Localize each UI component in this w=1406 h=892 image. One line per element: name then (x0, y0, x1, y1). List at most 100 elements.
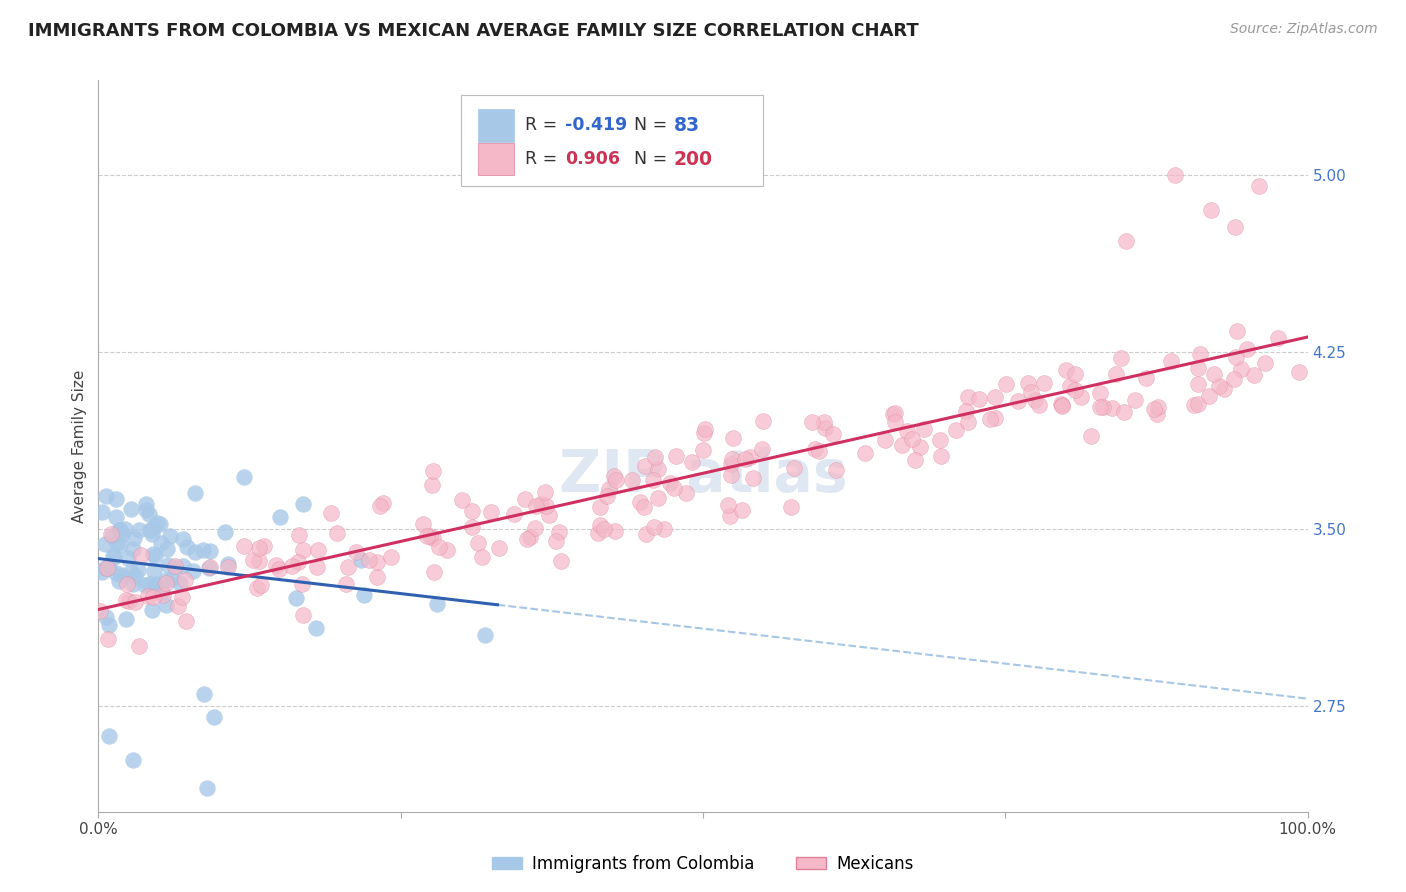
Point (141, 526, 163, 541)
Point (634, 459, 657, 474)
Point (550, 554, 572, 568)
Point (142, 520, 165, 534)
Point (195, 781, 218, 796)
Point (751, 442, 773, 456)
Point (903, 452, 925, 467)
Point (160, 572, 183, 586)
Point (121, 753, 143, 767)
Point (779, 500, 801, 514)
Point (152, 588, 174, 602)
Point (742, 471, 765, 485)
Point (193, 687, 215, 701)
FancyBboxPatch shape (478, 143, 515, 175)
Point (1267, 331, 1289, 345)
Point (1142, 402, 1164, 417)
Point (1088, 400, 1111, 414)
Point (165, 558, 187, 573)
Point (721, 452, 744, 467)
Point (720, 467, 742, 482)
Point (134, 578, 156, 592)
Point (524, 499, 547, 513)
Point (114, 612, 136, 626)
Point (644, 450, 666, 464)
Point (605, 473, 627, 487)
Point (117, 550, 139, 565)
Point (1187, 376, 1209, 391)
Point (120, 565, 142, 579)
Point (368, 499, 391, 513)
Point (246, 581, 269, 595)
Point (884, 406, 907, 420)
Point (665, 449, 688, 463)
Point (94, 560, 117, 574)
Point (419, 529, 441, 543)
Point (138, 577, 160, 591)
Point (523, 521, 546, 535)
Point (97, 632, 120, 647)
Point (426, 597, 449, 611)
Point (474, 628, 496, 642)
Point (634, 526, 657, 541)
Point (96, 610, 118, 624)
Point (110, 567, 132, 582)
Point (628, 495, 651, 509)
Point (752, 414, 775, 428)
Point (217, 557, 239, 571)
Point (589, 518, 612, 533)
Point (366, 569, 388, 583)
Text: -0.419: -0.419 (565, 117, 627, 135)
Point (131, 549, 153, 563)
Point (111, 527, 134, 541)
Point (124, 568, 146, 582)
Point (530, 497, 553, 511)
Point (145, 578, 167, 592)
Point (1091, 400, 1114, 414)
Point (305, 559, 328, 574)
Point (1160, 353, 1182, 368)
Point (191, 542, 214, 557)
Point (122, 541, 145, 556)
Point (717, 498, 740, 512)
Point (436, 543, 458, 558)
Point (929, 434, 952, 448)
Point (502, 508, 524, 522)
Point (101, 549, 124, 563)
Point (693, 425, 716, 440)
Point (292, 608, 315, 623)
Point (412, 517, 434, 532)
Point (1114, 405, 1136, 419)
Point (1147, 400, 1170, 414)
Point (873, 434, 896, 448)
Point (136, 589, 159, 603)
Text: ZIP atlas: ZIP atlas (558, 447, 848, 504)
Point (157, 558, 180, 572)
Point (422, 565, 444, 579)
Point (174, 614, 197, 628)
Point (1017, 376, 1039, 390)
Point (1050, 399, 1073, 413)
Point (100, 527, 122, 541)
Point (107, 574, 129, 589)
Point (172, 591, 194, 605)
Point (217, 560, 239, 574)
Point (242, 552, 264, 566)
Point (647, 462, 669, 476)
Point (139, 523, 162, 537)
Point (184, 545, 207, 559)
Point (1109, 351, 1132, 366)
Point (908, 441, 931, 455)
Point (269, 562, 291, 576)
Point (1135, 371, 1157, 385)
Point (172, 533, 194, 547)
Point (718, 508, 741, 523)
Point (983, 390, 1005, 404)
Point (167, 599, 190, 614)
Point (681, 455, 703, 469)
Point (1080, 429, 1102, 443)
Point (336, 559, 359, 574)
Point (471, 550, 494, 565)
Point (884, 415, 907, 429)
Point (233, 539, 256, 553)
Point (150, 536, 173, 550)
Point (155, 598, 177, 612)
